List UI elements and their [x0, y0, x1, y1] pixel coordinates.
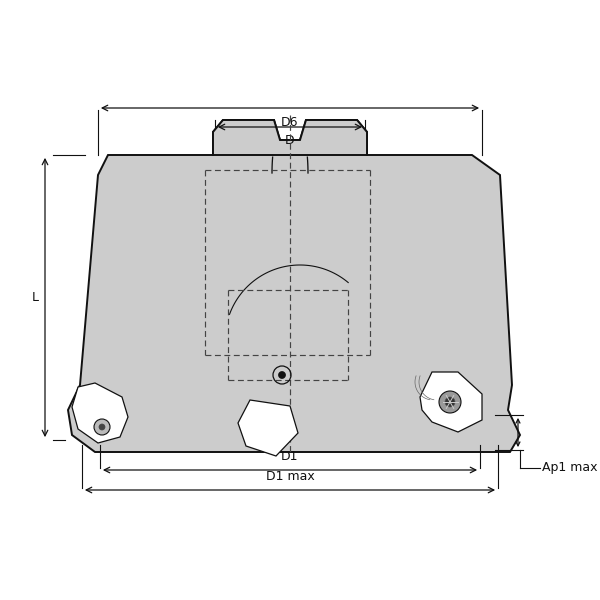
Polygon shape: [420, 372, 482, 432]
Circle shape: [439, 391, 461, 413]
Polygon shape: [68, 120, 520, 452]
Circle shape: [445, 397, 455, 407]
Text: D1: D1: [281, 449, 299, 463]
Circle shape: [99, 424, 105, 430]
Circle shape: [94, 419, 110, 435]
Circle shape: [278, 371, 286, 379]
Text: D1 max: D1 max: [266, 469, 314, 482]
Polygon shape: [213, 120, 367, 155]
Polygon shape: [238, 400, 298, 456]
Polygon shape: [72, 383, 128, 443]
Text: Ap1 max: Ap1 max: [542, 461, 598, 475]
Text: L: L: [32, 291, 39, 304]
Text: D: D: [285, 134, 295, 148]
Text: D6: D6: [281, 115, 299, 128]
